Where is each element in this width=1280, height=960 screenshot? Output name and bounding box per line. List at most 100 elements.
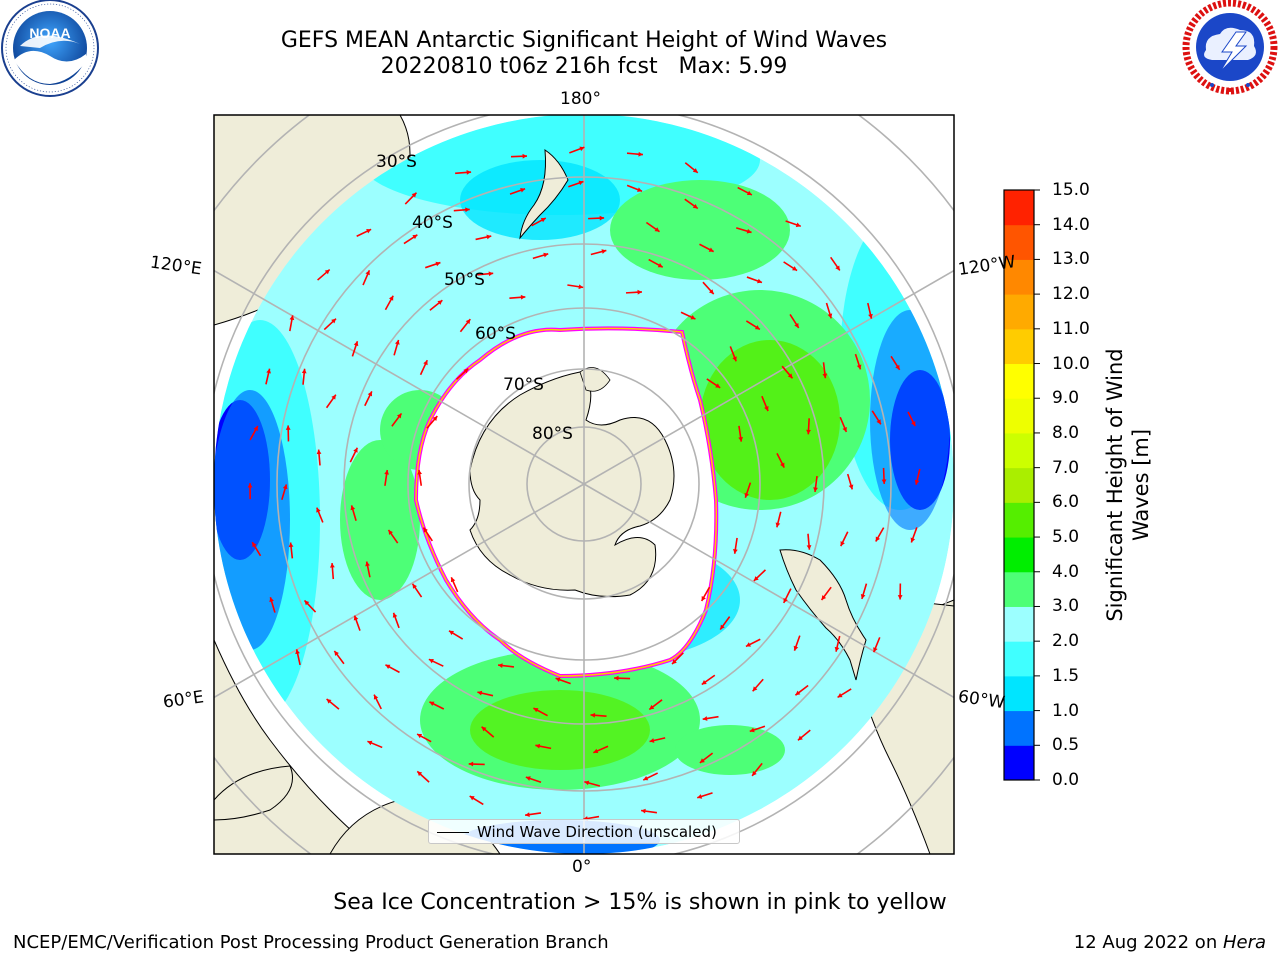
wind-wave-arrowhead [840, 541, 845, 547]
wind-wave-arrowhead [578, 284, 584, 290]
meridian-label-180: 180° [560, 89, 601, 109]
wind-wave-arrowhead [469, 796, 475, 801]
colorbar-tick-label: 10.0 [1052, 353, 1090, 374]
footer-date: 12 Aug 2022 on [1073, 932, 1223, 953]
wind-wave-arrowhead [911, 421, 916, 427]
wind-wave-arrowhead [795, 222, 801, 228]
wind-wave-arrowhead [396, 413, 402, 419]
wind-wave-arrowhead [873, 647, 878, 653]
wind-wave-arrowhead [543, 252, 549, 258]
wind-wave-arrowhead [326, 699, 332, 704]
wind-wave-arrowhead [465, 207, 470, 213]
wind-wave-arrowhead [463, 368, 469, 374]
wind-wave-arrowhead [775, 522, 781, 528]
wind-wave-arrowhead [385, 664, 391, 669]
wind-wave-arrowhead [417, 734, 423, 739]
wind-wave-arrowhead [435, 261, 441, 267]
latitude-label-40s: 40°S [412, 213, 453, 233]
wind-wave-arrowhead [412, 583, 418, 589]
wind-wave-arrowhead [316, 449, 322, 455]
legend-line-swatch [437, 832, 469, 833]
wind-wave-arrowhead [797, 735, 803, 741]
wind-wave-arrowhead [285, 425, 291, 430]
wind-wave-arrowhead [388, 295, 394, 301]
wind-wave-arrowhead [411, 192, 417, 198]
wind-wave-arrowhead [848, 484, 854, 490]
wind-wave-arrowhead [522, 153, 527, 159]
wind-wave-arrowhead [649, 738, 655, 743]
colorbar-segment [1004, 259, 1034, 295]
wind-wave-arrowhead [481, 726, 487, 732]
graticule [214, 115, 954, 854]
wind-wave-arrowhead [477, 690, 483, 696]
colorbar-tick-label: 13.0 [1052, 249, 1090, 270]
wind-wave-arrowhead [752, 686, 758, 692]
wind-wave-arrowhead [533, 708, 539, 713]
colorbar-tick-label: 5.0 [1052, 527, 1080, 548]
wind-wave-arrowhead [584, 780, 590, 786]
map-frame [213, 114, 955, 855]
wind-wave-arrowhead [366, 229, 372, 234]
wind-wave-arrowhead [699, 758, 705, 763]
wind-wave-arrowhead [252, 542, 257, 548]
wind-wave-arrowhead [806, 545, 812, 550]
colorbar [1003, 189, 1040, 781]
wind-wave-arrowhead [468, 761, 474, 767]
colorbar-tick-label: 7.0 [1052, 457, 1080, 478]
wind-wave-arrowhead [690, 315, 696, 320]
wind-wave-arrowhead [672, 659, 677, 665]
sea-ice-edge [415, 327, 718, 677]
wind-wave-arrowhead [365, 270, 370, 276]
wind-wave-arrowhead [637, 187, 643, 192]
colorbar-segment [1004, 224, 1034, 260]
wind-wave-arrowhead [649, 704, 655, 710]
wind-wave-arrowhead [910, 537, 916, 543]
wind-wave-arrowhead [793, 645, 799, 651]
wind-wave-arrowhead [465, 319, 471, 325]
wind-wave-arrowhead [423, 527, 428, 533]
colorbar-tick-label: 6.0 [1052, 492, 1080, 513]
wind-wave-arrowhead [787, 373, 793, 379]
wind-wave-arrowhead [488, 271, 494, 277]
legend: Wind Wave Direction (unscaled) [428, 819, 740, 844]
wind-wave-arrowhead [702, 716, 708, 721]
wind-wave-arrowhead [266, 368, 271, 374]
wind-wave-arrowhead [295, 649, 300, 655]
colorbar-tick-label: 15.0 [1052, 180, 1090, 200]
wind-wave-arrowhead [715, 383, 721, 388]
wind-wave-arrowhead [749, 727, 755, 733]
chart-title: GEFS MEAN Antarctic Significant Height o… [280, 28, 888, 53]
wind-wave-arrowhead [654, 227, 660, 232]
wind-wave-arrowhead [520, 294, 526, 300]
footer-machine: Hera [1222, 932, 1266, 953]
wind-wave-arrowhead [794, 322, 799, 328]
latitude-label-50s: 50°S [444, 270, 485, 290]
wind-wave-arrowhead [367, 391, 373, 397]
wind-wave-arrowhead [860, 594, 866, 599]
wind-wave-arrowhead [578, 180, 584, 186]
wind-wave-arrowhead [745, 642, 751, 647]
wind-wave-arrowhead [525, 776, 531, 781]
wind-wave-arrowhead [395, 339, 400, 345]
wind-wave-arrowhead [842, 426, 847, 432]
colorbar-segment [1004, 467, 1034, 503]
latitude-label-70s: 70°S [503, 375, 544, 395]
wind-wave-arrowhead [764, 406, 769, 412]
wind-wave-arrowhead [428, 659, 434, 664]
wind-wave-arrowhead [834, 646, 840, 652]
wind-wave-arrowhead [753, 576, 759, 581]
colorbar-tick-label: 4.0 [1052, 561, 1080, 582]
colorbar-segment [1004, 502, 1034, 538]
wind-wave-arrowhead [701, 596, 706, 602]
wind-wave-arrowhead [353, 615, 359, 621]
wind-wave-arrowhead [331, 394, 336, 400]
wind-wave-arrowhead [738, 436, 744, 442]
wind-wave-arrowhead [732, 549, 738, 554]
latitude-label-30s: 30°S [376, 152, 417, 172]
wind-wave-arrowhead [601, 249, 607, 254]
wind-wave-arrowhead [895, 364, 900, 370]
wind-wave-arrowhead [641, 808, 646, 814]
colorbar-segment [1004, 432, 1034, 469]
wind-wave-arrowhead [752, 770, 757, 776]
wind-wave-arrowhead [806, 429, 811, 435]
